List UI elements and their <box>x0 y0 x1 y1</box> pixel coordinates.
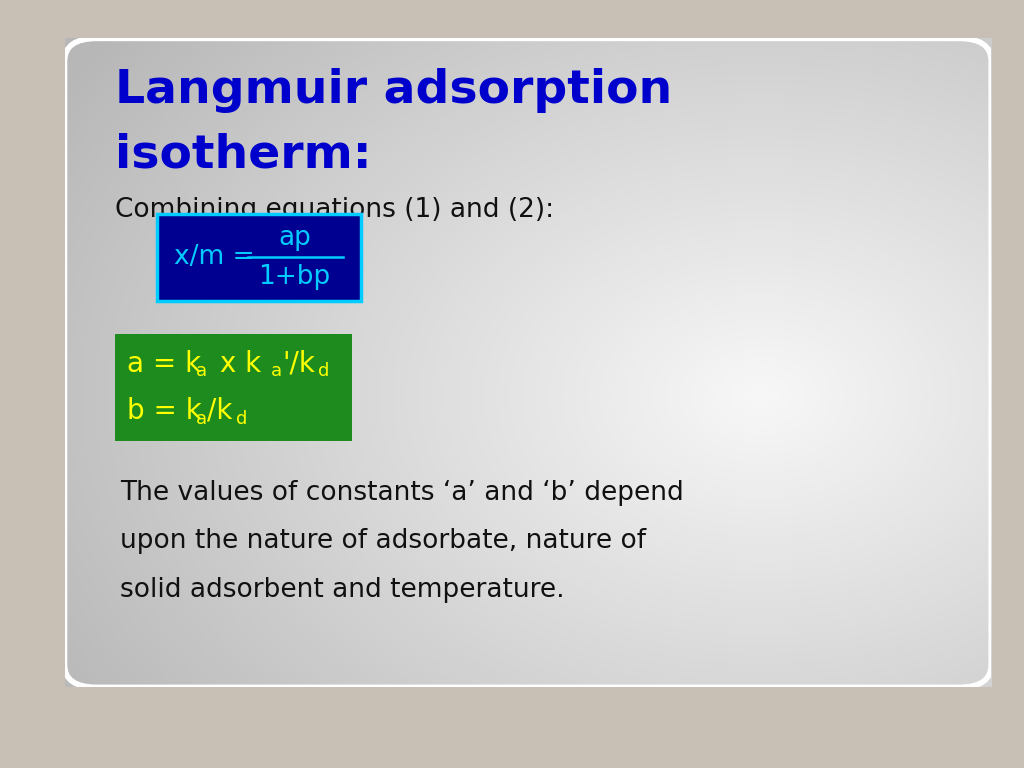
Text: a = k: a = k <box>127 349 201 378</box>
Text: /k: /k <box>207 397 232 425</box>
Text: x/m =: x/m = <box>174 244 255 270</box>
Text: isotherm:: isotherm: <box>116 133 372 177</box>
Text: d: d <box>317 362 329 380</box>
FancyBboxPatch shape <box>158 214 361 301</box>
Text: a: a <box>271 362 283 380</box>
FancyBboxPatch shape <box>116 333 352 441</box>
Text: b = k: b = k <box>127 397 202 425</box>
Text: a: a <box>197 409 207 428</box>
Text: upon the nature of adsorbate, nature of: upon the nature of adsorbate, nature of <box>120 528 646 554</box>
Text: a: a <box>197 362 207 380</box>
Text: 1+bp: 1+bp <box>258 264 331 290</box>
Text: '/k: '/k <box>283 349 315 378</box>
Text: x k: x k <box>211 349 261 378</box>
Text: solid adsorbent and temperature.: solid adsorbent and temperature. <box>120 577 565 603</box>
Text: d: d <box>236 409 248 428</box>
Text: ap: ap <box>278 225 310 251</box>
Text: The values of constants ‘a’ and ‘b’ depend: The values of constants ‘a’ and ‘b’ depe… <box>120 480 684 505</box>
Text: Combining equations (1) and (2):: Combining equations (1) and (2): <box>116 197 555 223</box>
Text: Langmuir adsorption: Langmuir adsorption <box>116 68 673 113</box>
